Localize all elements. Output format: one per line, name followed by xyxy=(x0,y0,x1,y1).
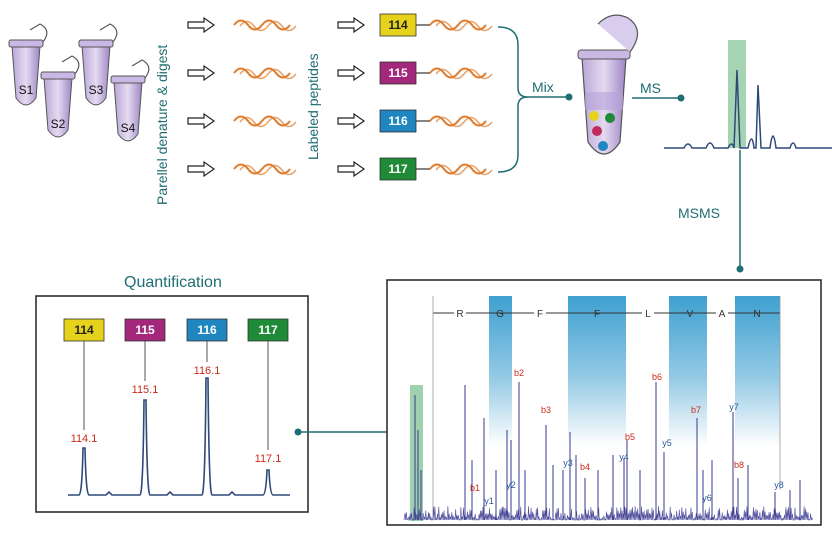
peptide-labeled-b-114 xyxy=(435,20,493,32)
peptide-labeled-b-117 xyxy=(435,164,493,176)
y-ion-y4: y4 xyxy=(619,452,629,462)
tube-label-s2: S2 xyxy=(51,117,66,131)
dot-115 xyxy=(592,126,602,136)
tube-label-s4: S4 xyxy=(121,121,136,135)
peptide-labeled-b-116 xyxy=(435,116,493,128)
tag-label-116: 116 xyxy=(388,114,408,128)
residue-bg xyxy=(642,306,654,319)
peptide-unlabeled-115 xyxy=(233,67,291,79)
ms-spectrum xyxy=(664,40,832,149)
peptide-unlabeled-b-117 xyxy=(239,164,297,176)
peptide-unlabeled-b-114 xyxy=(239,20,297,32)
y-ion-y5: y5 xyxy=(662,438,672,448)
tube-s4: S4 xyxy=(110,59,150,142)
step-labeled-label: Labeled peptides xyxy=(305,53,321,160)
tube-s3: S3 xyxy=(78,23,118,106)
peptide-labeled-116 xyxy=(429,115,487,127)
residue-l: L xyxy=(645,309,651,320)
dot-114 xyxy=(589,111,599,121)
tube-label-s1: S1 xyxy=(19,83,34,97)
y-ion-y2: y2 xyxy=(506,480,516,490)
peptide-rows: 114 115 116 117 xyxy=(187,13,493,181)
mixed-tube xyxy=(577,14,639,155)
y-ion-y6: y6 xyxy=(702,493,712,503)
arrow-label-116 xyxy=(337,112,366,130)
b-ion-b8: b8 xyxy=(734,460,744,470)
b-ion-b7: b7 xyxy=(691,405,701,415)
dot-117 xyxy=(605,113,615,123)
peptide-unlabeled-b-115 xyxy=(239,68,297,80)
quant-tag-label-115: 115 xyxy=(135,323,155,337)
ion-coverage-bar xyxy=(669,296,707,446)
residue-v: V xyxy=(687,309,694,320)
peptide-unlabeled-116 xyxy=(233,115,291,127)
residue-n: N xyxy=(753,309,760,320)
quant-tag-label-117: 117 xyxy=(258,323,278,337)
y-ion-y1: y1 xyxy=(484,496,494,506)
peptide-unlabeled-117 xyxy=(233,163,291,175)
peptide-labeled-114 xyxy=(429,19,487,31)
residue-a: A xyxy=(719,309,726,320)
quant-tag-label-116: 116 xyxy=(197,323,217,337)
b-ion-b5: b5 xyxy=(625,432,635,442)
quant-peak-label-114: 114.1 xyxy=(71,433,98,445)
arrow-label-114 xyxy=(337,16,366,34)
ion-coverage-bar xyxy=(568,296,626,446)
mix-bracket: Mix xyxy=(497,26,573,173)
arrow-label-117 xyxy=(337,160,366,178)
mix-label: Mix xyxy=(532,79,554,95)
residue-bg xyxy=(534,306,546,319)
msms-reporter-highlight xyxy=(410,385,423,521)
arrow-digest-114 xyxy=(187,16,216,34)
ms-highlight xyxy=(728,40,746,148)
peptide-labeled-117 xyxy=(429,163,487,175)
ms-step: MS xyxy=(632,80,685,102)
tag-label-117: 117 xyxy=(388,162,408,176)
quant-peak-label-116: 116.1 xyxy=(194,365,221,377)
residue-f: F xyxy=(537,309,543,320)
ion-coverage-bar xyxy=(735,296,780,446)
sample-tubes: S1 S2 S3 S4 xyxy=(8,23,150,142)
peptide-unlabeled-b-116 xyxy=(239,116,297,128)
quant-title: Quantification xyxy=(124,274,222,291)
tube-s2: S2 xyxy=(40,55,80,138)
residue-r: R xyxy=(456,309,463,320)
tag-label-114: 114 xyxy=(388,18,408,32)
tube-s1: S1 xyxy=(8,23,48,106)
tube-label-s3: S3 xyxy=(89,83,104,97)
y-ion-y7: y7 xyxy=(729,402,739,412)
tag-label-115: 115 xyxy=(388,66,408,80)
ion-coverage-bar xyxy=(489,296,512,446)
y-ion-y8: y8 xyxy=(774,480,784,490)
residue-bg xyxy=(454,306,466,319)
ms-label: MS xyxy=(640,80,661,96)
arrow-digest-116 xyxy=(187,112,216,130)
quant-spectrum: 114 114.1 115 115.1 116 116.1 117 117.1 xyxy=(63,318,290,496)
msms-step: MSMS xyxy=(678,150,744,273)
residue-f: F xyxy=(594,309,600,320)
y-ion-y3: y3 xyxy=(563,458,573,468)
residue-bg xyxy=(716,306,728,319)
msms-spectrum: R G F F L V A Nb1 b2 b3 b4 b5 b6 b7 b8 y1 y2 y3 y4 y5 y6 y7 y8 xyxy=(403,296,813,522)
msms-label: MSMS xyxy=(678,205,720,221)
b-ion-b6: b6 xyxy=(652,372,662,382)
dot-116 xyxy=(598,141,608,151)
quant-tag-label-114: 114 xyxy=(74,323,94,337)
peptide-labeled-b-115 xyxy=(435,68,493,80)
peptide-unlabeled-114 xyxy=(233,19,291,31)
quant-peak-label-115: 115.1 xyxy=(132,384,159,396)
residue-g: G xyxy=(496,309,504,320)
b-ion-b2: b2 xyxy=(514,368,524,378)
arrow-label-115 xyxy=(337,64,366,82)
arrow-digest-115 xyxy=(187,64,216,82)
arrow-digest-117 xyxy=(187,160,216,178)
quant-trace xyxy=(68,377,290,496)
quant-peak-label-117: 117.1 xyxy=(255,453,282,465)
b-ion-b3: b3 xyxy=(541,405,551,415)
peptide-labeled-115 xyxy=(429,67,487,79)
b-ion-b1: b1 xyxy=(470,483,480,493)
b-ion-b4: b4 xyxy=(580,462,590,472)
step-digest-label: Parellel denature & digest xyxy=(154,45,170,205)
